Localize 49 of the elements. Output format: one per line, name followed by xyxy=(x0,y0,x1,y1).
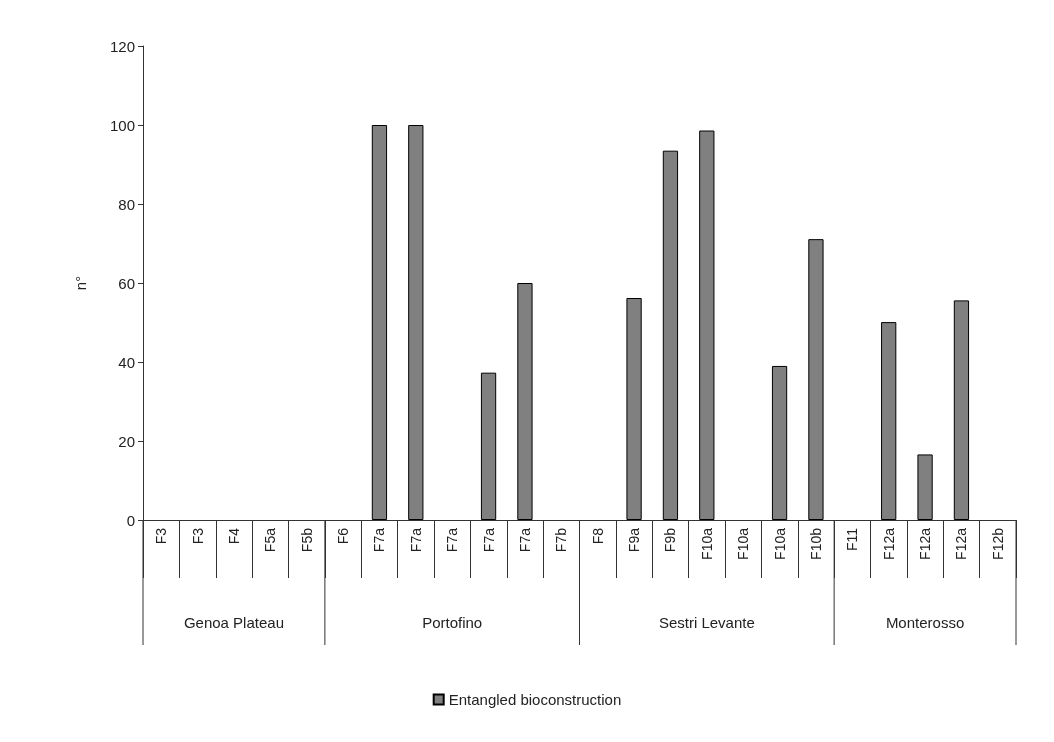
x-tick-label: F9a xyxy=(626,527,643,553)
x-tick-label: F7a xyxy=(480,527,497,553)
x-tick-label: F7a xyxy=(444,527,461,553)
x-tick-label: F7a xyxy=(516,527,533,553)
bar xyxy=(881,322,897,520)
y-tick-label: 0 xyxy=(126,511,135,529)
legend-label: Entangled bioconstruction xyxy=(448,691,622,708)
bar xyxy=(808,239,824,520)
x-tick-label: F5a xyxy=(262,527,279,553)
x-tick-label: F10a xyxy=(735,527,752,560)
x-tick-label: F12b xyxy=(989,527,1006,560)
x-tick-label: F12a xyxy=(917,527,934,560)
x-tick-label: F10a xyxy=(698,527,715,560)
bar xyxy=(699,130,715,520)
y-tick-label: 80 xyxy=(118,195,135,213)
x-tick-label: F3 xyxy=(189,527,206,545)
x-tick-label: F7a xyxy=(371,527,388,553)
x-tick-label: F10b xyxy=(807,527,824,560)
x-tick-label: F8 xyxy=(589,527,606,545)
y-tick-label: 100 xyxy=(109,116,135,134)
y-tick-label: 40 xyxy=(118,353,135,371)
y-tick-label: 60 xyxy=(118,274,135,292)
bar xyxy=(771,365,788,520)
x-tick-label: F4 xyxy=(225,527,242,545)
text: Genoa Plateau xyxy=(183,613,284,631)
text: Portofino xyxy=(422,613,483,631)
bar xyxy=(953,300,970,520)
y-axis-title: n° xyxy=(72,275,89,291)
bar xyxy=(480,372,497,520)
bar xyxy=(662,150,679,520)
x-tick-label: F12a xyxy=(953,527,970,560)
text: Sestri Levante xyxy=(658,613,755,631)
bar xyxy=(626,298,642,520)
x-tick-label: F7a xyxy=(407,527,424,553)
x-tick-label: F12a xyxy=(880,527,897,560)
bar xyxy=(371,125,388,520)
x-tick-label: F5b xyxy=(298,527,315,553)
x-tick-label: F9b xyxy=(662,527,679,553)
x-tick-label: F11 xyxy=(844,527,861,552)
bar xyxy=(517,283,533,520)
y-tick-label: 20 xyxy=(118,432,135,450)
text: Monterosso xyxy=(885,613,965,631)
x-tick-label: F6 xyxy=(335,527,352,545)
x-tick-label: F10a xyxy=(771,527,788,560)
x-tick-label: F7b xyxy=(553,527,570,553)
bar xyxy=(408,125,424,520)
x-tick-label: F3 xyxy=(153,527,170,545)
bar xyxy=(917,454,933,520)
y-tick-label: 120 xyxy=(109,37,135,55)
